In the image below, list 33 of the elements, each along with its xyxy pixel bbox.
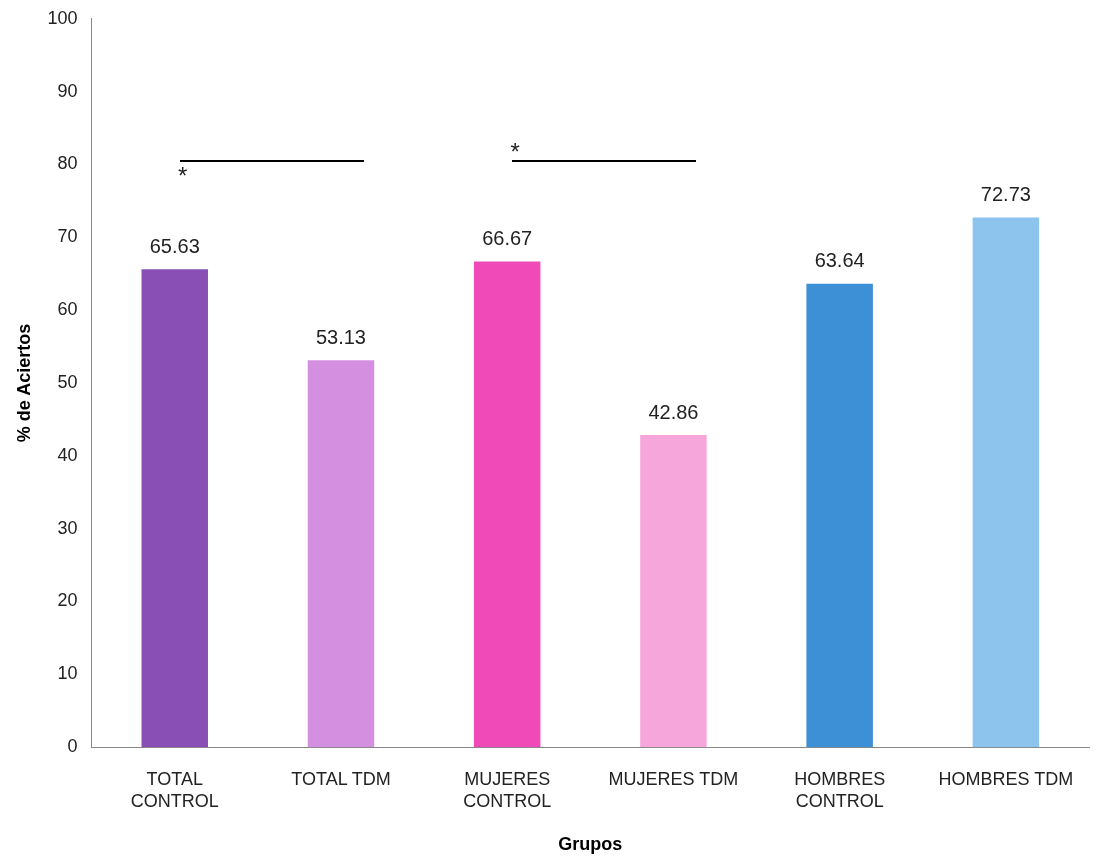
bar xyxy=(307,360,375,748)
x-tick-label: TOTAL TDM xyxy=(291,768,391,789)
y-tick-label: 80 xyxy=(57,153,78,174)
y-tick-label: 10 xyxy=(57,663,78,684)
bar xyxy=(473,261,541,748)
x-tick-label: MUJERES CONTROL xyxy=(463,768,552,811)
annotation: * xyxy=(178,161,188,189)
y-tick-label: 40 xyxy=(57,444,78,465)
data-label: 53.13 xyxy=(315,325,367,348)
bar xyxy=(141,269,208,748)
y-tick-label: 20 xyxy=(57,590,78,611)
y-tick-label: 50 xyxy=(57,371,78,392)
data-label: 63.64 xyxy=(814,249,865,272)
x-tick-label: HOMBRES CONTROL xyxy=(794,768,886,811)
y-tick-label: 0 xyxy=(67,736,78,757)
y-tick-label: 60 xyxy=(57,299,78,320)
y-tick-label: 100 xyxy=(47,7,78,28)
x-axis-title: Grupos xyxy=(558,834,623,855)
y-tick-label: 30 xyxy=(57,517,78,538)
bar xyxy=(806,283,873,748)
data-label: 72.73 xyxy=(980,182,1031,205)
bar xyxy=(972,217,1040,748)
data-label: 65.63 xyxy=(149,234,200,257)
annotation: * xyxy=(510,138,520,166)
y-axis-title: % de Aciertos xyxy=(13,323,34,443)
x-tick-label: TOTAL CONTROL xyxy=(130,768,219,811)
data-label: 66.67 xyxy=(482,227,533,250)
bar xyxy=(640,435,707,748)
y-tick-label: 70 xyxy=(57,226,78,247)
x-tick-label: MUJERES TDM xyxy=(608,768,739,789)
y-tick-label: 90 xyxy=(57,80,78,101)
data-label: 42.86 xyxy=(648,400,699,423)
x-tick-label: HOMBRES TDM xyxy=(938,768,1074,789)
